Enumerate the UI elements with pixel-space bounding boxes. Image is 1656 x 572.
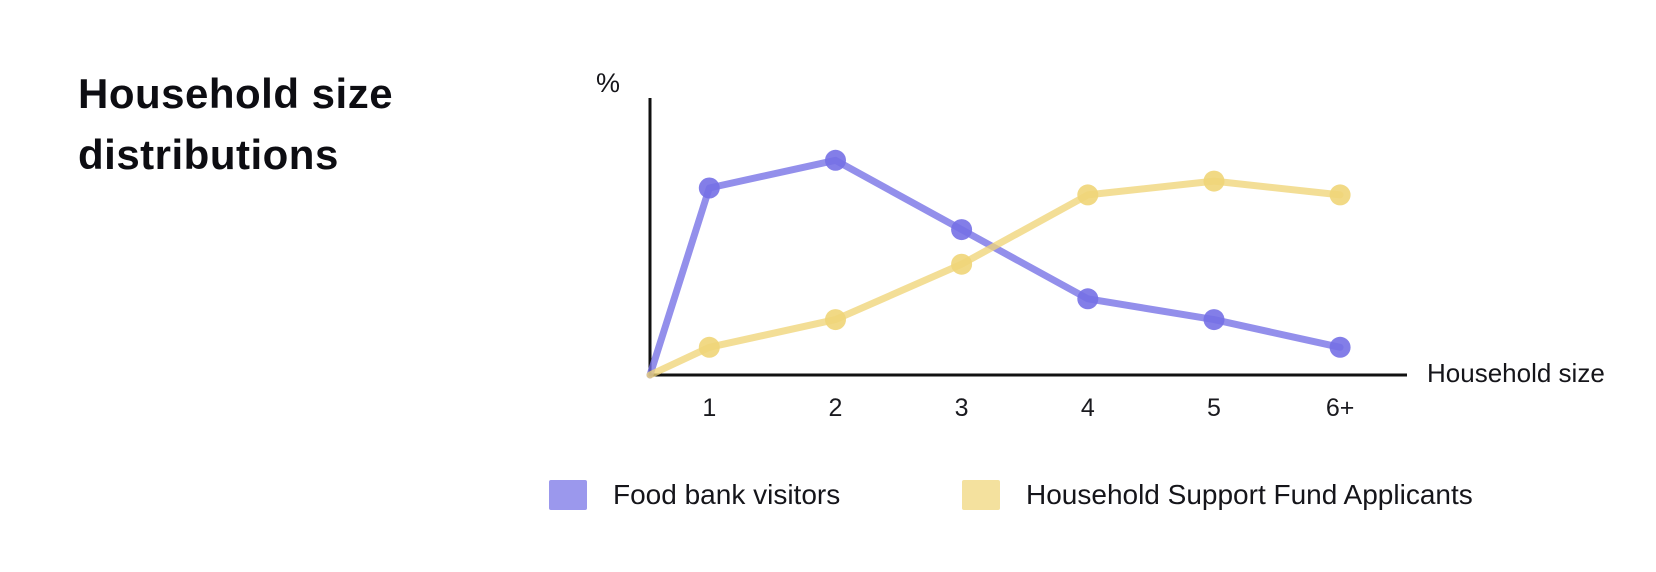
data-point-series-0: [698, 177, 720, 199]
data-point-series-0: [1329, 336, 1351, 358]
data-point-series-1: [825, 309, 846, 331]
x-tick-label: 3: [954, 394, 969, 422]
data-point-series-1: [698, 336, 720, 358]
legend-swatch-food-bank-visitors: [549, 480, 587, 510]
x-axis-title: Household size: [1427, 358, 1605, 388]
chart-title: Household size distributions: [78, 70, 394, 178]
data-point-series-1: [1329, 184, 1351, 206]
series-line-1: [646, 177, 1344, 379]
data-point-series-0: [1203, 309, 1225, 331]
legend-item-food-bank: Food bank visitors: [549, 479, 840, 511]
y-axis-unit-label: %: [596, 68, 621, 98]
data-point-series-0: [1077, 288, 1099, 310]
data-point-series-1: [951, 253, 973, 275]
legend-swatch-hsf-applicants: [962, 480, 1000, 510]
data-point-series-1: [1077, 184, 1099, 206]
legend-label-food-bank-visitors: Food bank visitors: [613, 479, 841, 510]
x-tick-label: 5: [1207, 394, 1221, 422]
x-tick-label: 6+: [1325, 394, 1355, 422]
x-tick-label: 2: [828, 394, 843, 422]
x-tick-label: 4: [1080, 394, 1095, 422]
legend-item-hsf-applicants: Household Support Fund Applicants: [962, 479, 1473, 511]
x-tick-label: 1: [702, 394, 717, 422]
data-point-series-1: [1203, 170, 1225, 192]
legend-label-hsf-applicants: Household Support Fund Applicants: [1026, 479, 1473, 510]
data-point-series-0: [825, 149, 846, 171]
series-line-0: [646, 156, 1344, 379]
data-point-series-0: [951, 219, 973, 241]
